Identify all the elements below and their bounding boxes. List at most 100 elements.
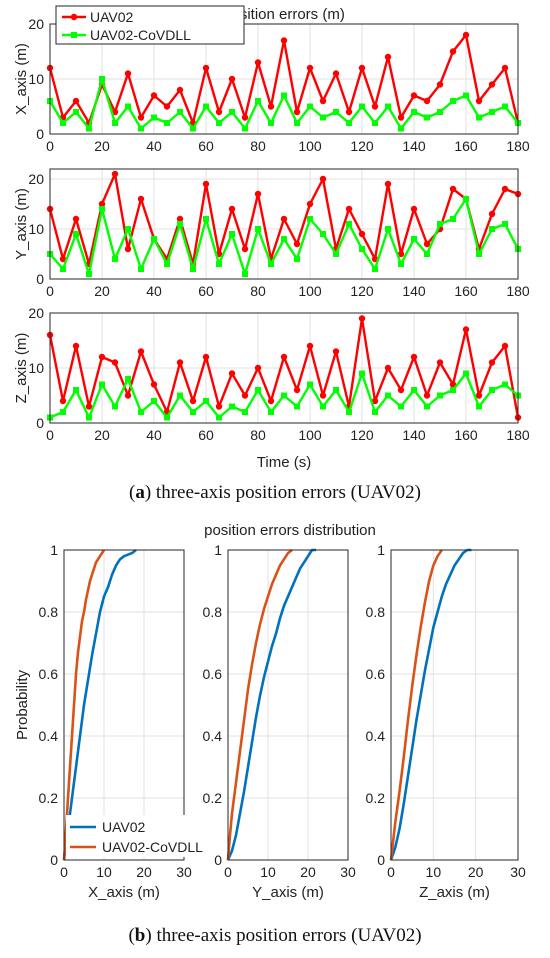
panel-5-ytick-label: 0.6 xyxy=(203,666,223,682)
panel-1-xtick-label: 60 xyxy=(198,138,214,154)
panel-2-series-0-point xyxy=(72,215,80,223)
panel-2-series-1-point xyxy=(294,256,300,262)
panel-1-series-1-point xyxy=(73,109,79,115)
panel-1-ytick-label: 10 xyxy=(28,71,44,87)
panel-2-series-1-point xyxy=(190,266,196,272)
panel-2-series-1-point xyxy=(346,221,352,227)
panel-2-series-0-point xyxy=(280,215,288,223)
panel-2-series-0-point xyxy=(228,205,236,213)
panel-2-series-1-point xyxy=(203,216,209,222)
panel-2-series-0-point xyxy=(319,175,327,183)
panel-2-series-0-point xyxy=(254,190,262,198)
panel-1-axes-frame xyxy=(49,23,519,135)
panel-3-xtick-label: 140 xyxy=(402,427,426,443)
panel-2-series-1-point xyxy=(164,261,170,267)
panel-3-series-1-point xyxy=(268,409,274,415)
panel-2-series-1-point xyxy=(99,206,105,212)
panel-2-series-0-point xyxy=(501,185,509,193)
panel-6-series-0-line xyxy=(389,548,472,861)
panel-3-series-0-point xyxy=(72,342,80,350)
panel-2-series-1-point xyxy=(411,236,417,242)
panel-2-xtick-label: 20 xyxy=(94,283,110,299)
panel-2-series-1-point xyxy=(112,256,118,262)
panel-3-axes-frame xyxy=(49,312,519,424)
panel-1-series-0-point xyxy=(306,64,314,72)
panel-1-series-0-point xyxy=(124,70,132,77)
panel-3-series-0-point xyxy=(59,397,67,405)
panel-2-series-0-point xyxy=(358,230,366,238)
panel-2-series-1-point xyxy=(489,226,495,232)
panel-5-series-0-line xyxy=(226,548,316,861)
panel-1-series-0-point xyxy=(397,114,405,121)
panel-3-series-1-point xyxy=(164,414,170,421)
panel-2-series-1-point xyxy=(177,221,183,227)
panel-6-axes-frame xyxy=(390,549,519,861)
panel-2-ytick-label: 0 xyxy=(36,271,44,287)
legend-a-marker-uav02 xyxy=(70,13,78,21)
panel-1-series-1-point xyxy=(190,125,196,132)
panel-1-series-0-point xyxy=(72,97,80,105)
panel-3-series-1-point xyxy=(489,387,495,393)
panel-6-xlabel: Z_axis (m) xyxy=(419,884,490,901)
panel-2-series-1-point xyxy=(216,261,222,267)
panel-2-series-0-point xyxy=(59,255,67,263)
panel-3-series-0-point xyxy=(475,392,483,399)
panel-2-series-0-point xyxy=(345,205,353,213)
panel-2-xtick-label: 80 xyxy=(250,283,266,299)
panel-1-series-0-point xyxy=(332,70,340,77)
panel-4-ytick-label: 0.4 xyxy=(39,728,59,744)
panel-3-series-1-point xyxy=(229,403,235,410)
panel-3-series-0-point xyxy=(254,364,262,372)
panel-2-series-1-point xyxy=(385,226,391,232)
panel-6-xtick-label: 0 xyxy=(387,864,395,880)
panel-3-series-1-point xyxy=(502,381,508,388)
panel-2-series-1-point xyxy=(320,231,326,237)
panel-2-series-1-point xyxy=(450,216,456,222)
panel-6-xtick-label: 30 xyxy=(510,864,526,880)
panel-3-series-1-point xyxy=(346,409,352,415)
panel-3-series-1-point xyxy=(86,414,92,421)
panel-3-xtick-label: 20 xyxy=(94,427,110,443)
panel-2-ylabel: Y_axis (m) xyxy=(13,188,30,260)
panel-5-ytick-label: 0.4 xyxy=(203,728,223,744)
panel-2-series-0-point xyxy=(293,240,301,248)
panel-1-series-1-point xyxy=(86,125,92,132)
panel-3-series-0-point xyxy=(332,348,340,355)
panel-1-series-0-point xyxy=(449,48,457,55)
panel-3-series-1-point xyxy=(60,409,66,415)
panel-1-series-1-point xyxy=(437,109,443,115)
panel-2-series-1-point xyxy=(242,271,248,277)
panel-1-series-0-point xyxy=(358,64,366,72)
panel-3-xtick-label: 80 xyxy=(250,427,266,443)
panel-6-ytick-label: 0.8 xyxy=(366,604,386,620)
panel-3-series-1-point xyxy=(424,403,430,410)
panel-3-series-0-point xyxy=(189,397,197,405)
panel-3-series-1-point xyxy=(359,370,365,377)
panel-3-series-0-point xyxy=(228,370,236,377)
panel-6-series-1-line xyxy=(389,549,443,861)
panel-4-xtick-label: 30 xyxy=(176,864,192,880)
panel-2-series-1-point xyxy=(359,246,365,252)
panel-3-series-0-point xyxy=(267,397,275,405)
panel-2-series-1-point xyxy=(151,236,157,242)
panel-1-series-0-point xyxy=(163,103,171,110)
panel-2-series-0-point xyxy=(449,185,457,193)
panel-2-xtick-label: 120 xyxy=(350,283,374,299)
panel-2-series-0-point xyxy=(306,200,314,208)
panel-3-series-0-point xyxy=(501,342,509,350)
panel-4-series-0-line xyxy=(62,548,137,861)
panel-3-series-0-point xyxy=(358,315,366,322)
panel-3-series-1-point xyxy=(177,392,183,399)
panel-1-series-1-point xyxy=(463,92,469,99)
panel-3-series-1-point xyxy=(151,398,157,404)
panel-3-ylabel: Z_axis (m) xyxy=(13,333,30,404)
panel-4-series-1-line xyxy=(62,549,106,861)
panel-1-series-0-point xyxy=(267,103,275,110)
panel-6-ytick-label: 0.4 xyxy=(366,728,386,744)
panel-1-xtick-label: 100 xyxy=(298,138,322,154)
panel-1-series-1-point xyxy=(60,120,66,126)
panel-3-series-0-point xyxy=(462,326,470,333)
panel-1-series-1-point xyxy=(151,114,157,121)
panel-2-series-1-point xyxy=(60,266,66,272)
